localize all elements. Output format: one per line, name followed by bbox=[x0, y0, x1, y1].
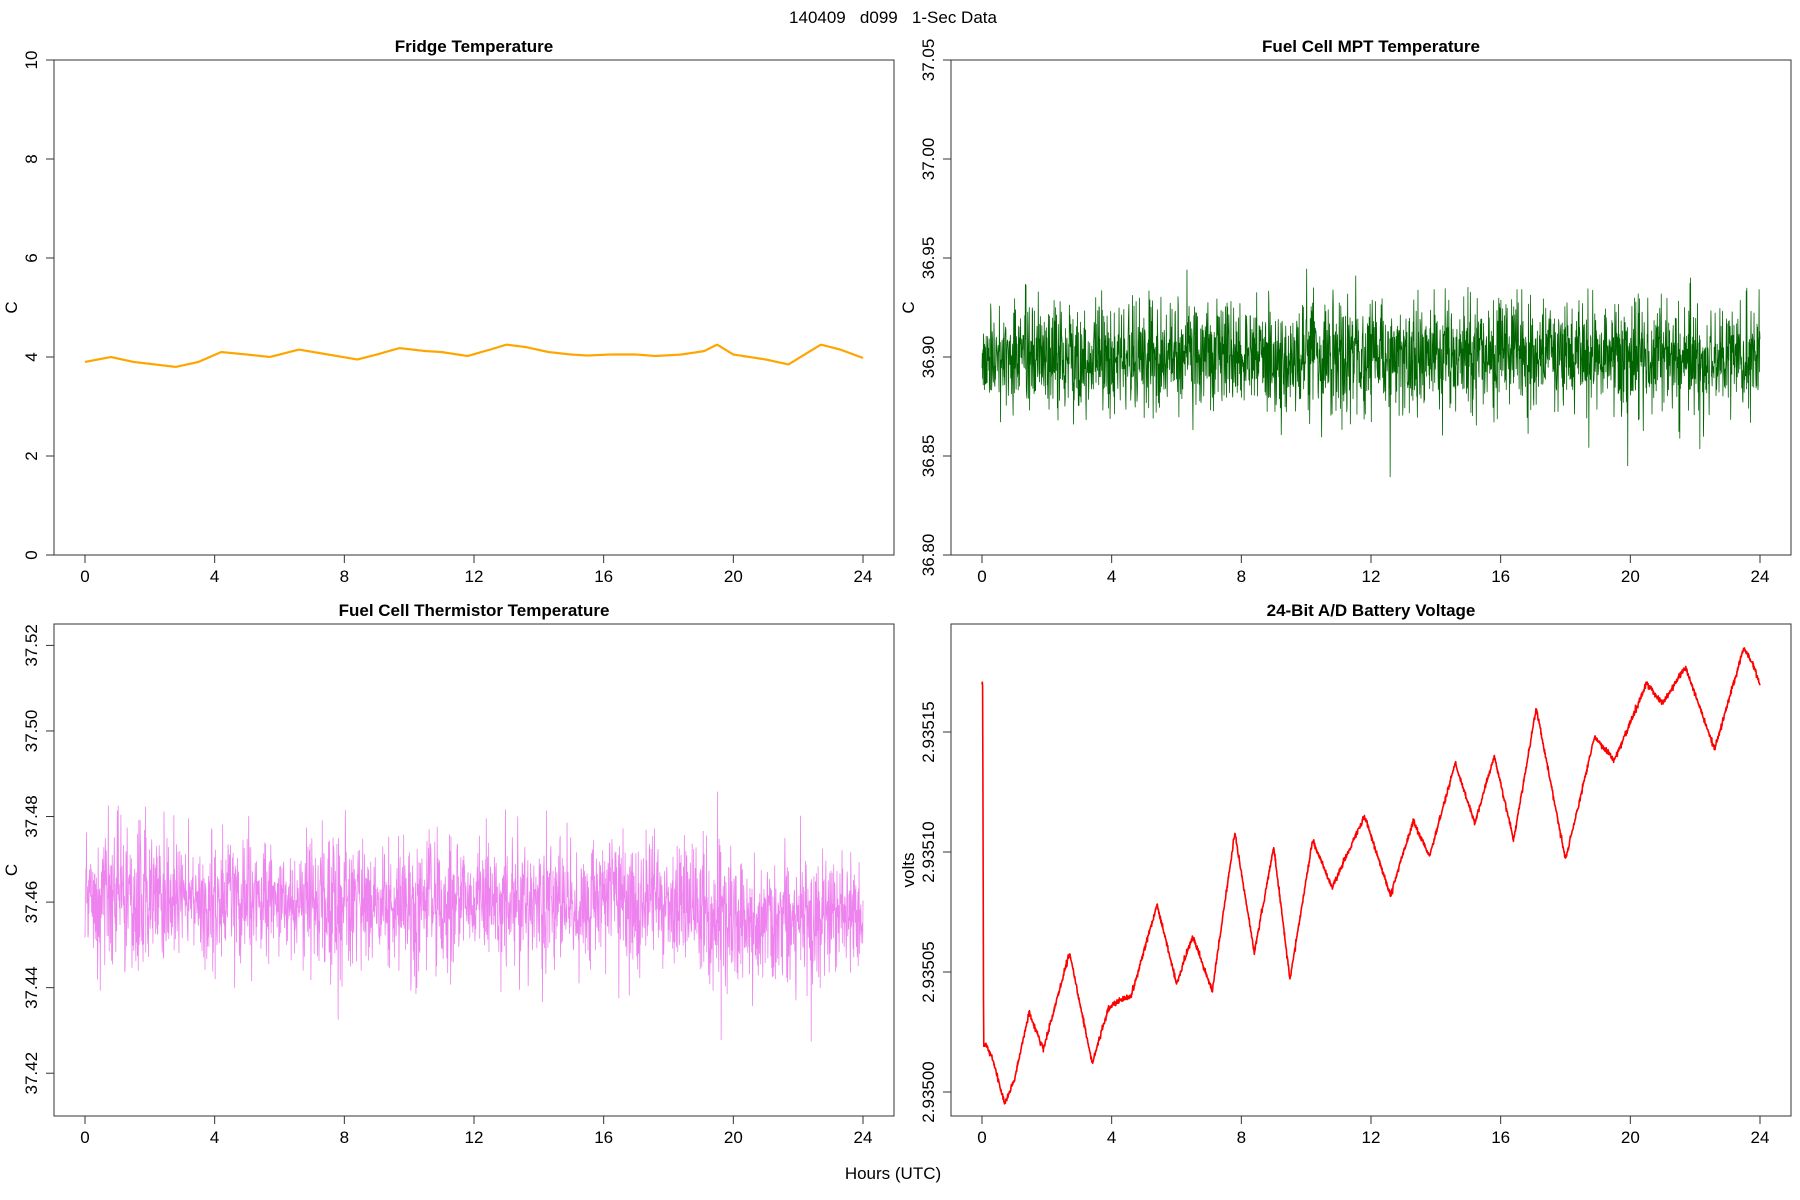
x-tick-label: 20 bbox=[724, 1128, 743, 1147]
x-tick-label: 4 bbox=[210, 1128, 219, 1147]
x-tick-label: 8 bbox=[340, 567, 349, 586]
y-axis-label: C bbox=[2, 301, 21, 313]
x-tick-label: 24 bbox=[854, 567, 873, 586]
x-tick-label: 20 bbox=[724, 567, 743, 586]
y-tick-label: 36.80 bbox=[919, 534, 938, 577]
x-tick-label: 16 bbox=[1491, 1128, 1510, 1147]
y-tick-label: 36.95 bbox=[919, 237, 938, 280]
y-tick-label: 37.52 bbox=[22, 624, 41, 667]
x-tick-label: 16 bbox=[594, 567, 613, 586]
y-tick-label: 36.90 bbox=[919, 336, 938, 379]
x-tick-label: 8 bbox=[340, 1128, 349, 1147]
y-tick-label: 37.50 bbox=[22, 710, 41, 753]
x-tick-label: 24 bbox=[1751, 567, 1770, 586]
y-axis-label: volts bbox=[899, 853, 918, 888]
y-tick-label: 2.93500 bbox=[919, 1061, 938, 1122]
y-tick-label: 2 bbox=[22, 451, 41, 460]
series-line bbox=[84, 343, 864, 368]
plot-frame bbox=[950, 59, 1792, 556]
y-tick-label: 37.48 bbox=[22, 795, 41, 838]
x-tick-label: 20 bbox=[1621, 567, 1640, 586]
x-tick-label: 24 bbox=[1751, 1128, 1770, 1147]
x-tick-label: 4 bbox=[210, 567, 219, 586]
x-tick-label: 4 bbox=[1107, 1128, 1116, 1147]
y-tick-label: 8 bbox=[22, 154, 41, 163]
y-tick-label: 4 bbox=[22, 352, 41, 361]
x-tick-label: 0 bbox=[80, 1128, 89, 1147]
x-tick-label: 12 bbox=[465, 1128, 484, 1147]
y-tick-label: 37.00 bbox=[919, 138, 938, 181]
x-tick-label: 8 bbox=[1237, 1128, 1246, 1147]
y-tick-label: 37.42 bbox=[22, 1052, 41, 1095]
chart-panel-4: 24-Bit A/D Battery Voltage volts 0 4 8 12 16 20… bbox=[899, 601, 1792, 1147]
x-tick-label: 12 bbox=[1362, 1128, 1381, 1147]
x-tick-label: 0 bbox=[977, 1128, 986, 1147]
y-tick-label: 10 bbox=[22, 51, 41, 70]
x-tick-label: 24 bbox=[854, 1128, 873, 1147]
x-tick-label: 16 bbox=[594, 1128, 613, 1147]
shared-x-axis-label: Hours (UTC) bbox=[845, 1164, 941, 1183]
y-axis-label: C bbox=[2, 864, 21, 876]
y-tick-label: 37.44 bbox=[22, 966, 41, 1009]
panel-title: 24-Bit A/D Battery Voltage bbox=[1267, 601, 1476, 620]
x-tick-label: 12 bbox=[1362, 567, 1381, 586]
y-tick-label: 0 bbox=[22, 550, 41, 559]
series-line bbox=[84, 791, 864, 1042]
plot-frame bbox=[53, 59, 895, 556]
panel-title: Fuel Cell MPT Temperature bbox=[1262, 37, 1480, 56]
x-tick-label: 16 bbox=[1491, 567, 1510, 586]
x-tick-label: 0 bbox=[977, 567, 986, 586]
panel-title: Fuel Cell Thermistor Temperature bbox=[339, 601, 610, 620]
x-tick-label: 0 bbox=[80, 567, 89, 586]
y-tick-label: 36.85 bbox=[919, 435, 938, 478]
x-tick-label: 20 bbox=[1621, 1128, 1640, 1147]
panel-title: Fridge Temperature bbox=[395, 37, 553, 56]
y-tick-label: 2.93510 bbox=[919, 821, 938, 882]
main-title: 140409 d099 1-Sec Data bbox=[789, 8, 997, 27]
y-tick-label: 37.46 bbox=[22, 881, 41, 924]
x-tick-label: 8 bbox=[1237, 567, 1246, 586]
series-line bbox=[981, 647, 1761, 1105]
chart-panel-3: Fuel Cell Thermistor Temperature C 0 4 8 12 16… bbox=[2, 601, 895, 1147]
y-axis-label: C bbox=[899, 301, 918, 313]
series-line bbox=[981, 268, 1761, 478]
y-tick-label: 6 bbox=[22, 253, 41, 262]
y-tick-label: 2.93515 bbox=[919, 701, 938, 762]
x-tick-label: 4 bbox=[1107, 567, 1116, 586]
y-tick-label: 2.93505 bbox=[919, 941, 938, 1002]
chart-panel-2: Fuel Cell MPT Temperature C 0 4 8 12 16 20 24 36.… bbox=[899, 37, 1792, 586]
x-tick-label: 12 bbox=[465, 567, 484, 586]
y-tick-label: 37.05 bbox=[919, 39, 938, 82]
